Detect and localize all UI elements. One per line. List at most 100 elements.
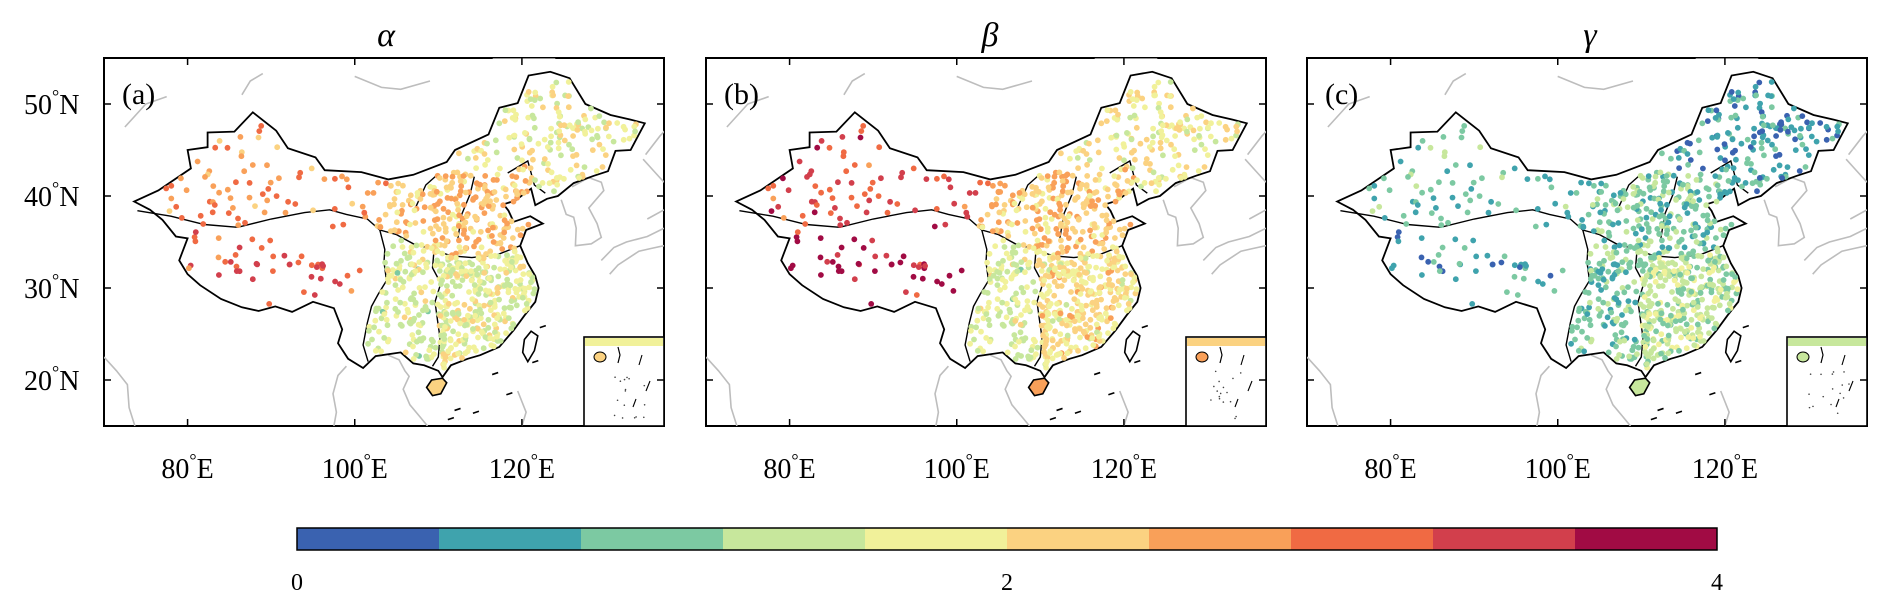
colorbar-bin: [1291, 528, 1434, 550]
station-point: [1030, 245, 1037, 252]
station-point: [855, 260, 862, 267]
station-point: [768, 208, 775, 215]
station-point: [1679, 278, 1686, 285]
station-point: [1105, 193, 1111, 200]
station-point: [438, 294, 445, 300]
station-point: [1003, 314, 1010, 321]
station-point: [794, 229, 801, 236]
station-point: [1619, 312, 1625, 318]
station-point: [1086, 157, 1093, 163]
station-point: [1614, 207, 1621, 214]
station-point: [1757, 181, 1764, 188]
station-point: [1704, 217, 1711, 224]
station-point: [1640, 312, 1647, 319]
station-point: [468, 277, 475, 284]
station-point: [1233, 123, 1240, 130]
station-point: [529, 112, 536, 119]
station-point: [1128, 271, 1134, 277]
station-point: [503, 193, 509, 200]
station-point: [486, 275, 492, 282]
station-point: [1057, 223, 1064, 229]
island-mark: [1694, 371, 1702, 376]
station-point: [1099, 165, 1105, 172]
station-point: [216, 189, 223, 196]
station-point: [1605, 349, 1612, 356]
region-boundary: [1565, 229, 1591, 362]
station-point: [967, 340, 973, 347]
station-point: [1675, 312, 1682, 319]
station-point: [1542, 173, 1548, 180]
station-point: [1686, 264, 1692, 270]
station-point: [1546, 176, 1553, 183]
x-tick-label: 120°E: [1091, 450, 1157, 485]
station-point: [1730, 165, 1737, 172]
station-point: [1655, 300, 1661, 307]
station-point: [1152, 92, 1158, 99]
station-point: [1760, 122, 1767, 129]
station-point: [872, 253, 879, 260]
station-point: [1644, 242, 1651, 249]
station-point: [1678, 236, 1685, 243]
station-point: [1744, 156, 1751, 162]
station-point: [588, 127, 595, 134]
station-point: [1067, 155, 1073, 162]
station-point: [848, 194, 855, 201]
station-point: [1069, 305, 1075, 312]
station-point: [1190, 127, 1197, 134]
station-point: [1683, 255, 1690, 262]
station-point: [1061, 277, 1068, 283]
station-point: [209, 209, 216, 216]
station-point: [494, 315, 500, 322]
station-point: [1683, 259, 1689, 266]
station-point: [457, 249, 464, 255]
station-point: [548, 169, 555, 176]
station-point: [837, 222, 844, 229]
station-point: [168, 195, 175, 202]
station-point: [448, 255, 454, 261]
station-point: [1660, 188, 1667, 195]
station-point: [485, 316, 492, 323]
station-point: [1119, 232, 1126, 239]
station-point: [455, 310, 462, 317]
station-point: [399, 244, 406, 250]
station-point: [1773, 153, 1779, 160]
station-point: [1083, 210, 1090, 217]
station-point: [1139, 95, 1146, 102]
station-point: [264, 162, 270, 169]
station-point: [1464, 209, 1471, 216]
station-point: [1564, 209, 1571, 216]
station-point: [802, 221, 809, 227]
station-point: [1711, 264, 1717, 271]
station-point: [1732, 147, 1738, 154]
south-china-sea-inset: [1786, 336, 1867, 426]
station-point: [1657, 264, 1664, 271]
station-point: [256, 128, 263, 135]
station-point: [1758, 139, 1765, 146]
station-point: [441, 361, 447, 367]
station-point: [995, 260, 1002, 267]
station-point: [519, 157, 525, 164]
station-point: [1438, 222, 1445, 229]
station-point: [1045, 184, 1052, 191]
station-point: [997, 180, 1004, 187]
neighbor-coastline: [560, 176, 605, 247]
station-point: [1692, 233, 1698, 239]
station-point: [1613, 356, 1620, 362]
station-point: [1498, 259, 1505, 266]
station-point: [1063, 301, 1070, 308]
station-point: [1449, 180, 1456, 186]
neighbor-coastline: [1202, 227, 1266, 261]
station-point: [1664, 201, 1670, 208]
station-point: [1618, 329, 1625, 336]
station-point: [1668, 155, 1674, 162]
station-point: [373, 305, 380, 312]
station-point: [1024, 284, 1030, 290]
station-point: [511, 132, 518, 139]
station-point: [596, 141, 603, 148]
station-point: [1616, 242, 1623, 249]
station-point: [1670, 172, 1677, 179]
station-point: [222, 258, 229, 265]
station-point: [476, 278, 483, 285]
station-point: [1706, 330, 1712, 336]
station-point: [1665, 350, 1672, 357]
